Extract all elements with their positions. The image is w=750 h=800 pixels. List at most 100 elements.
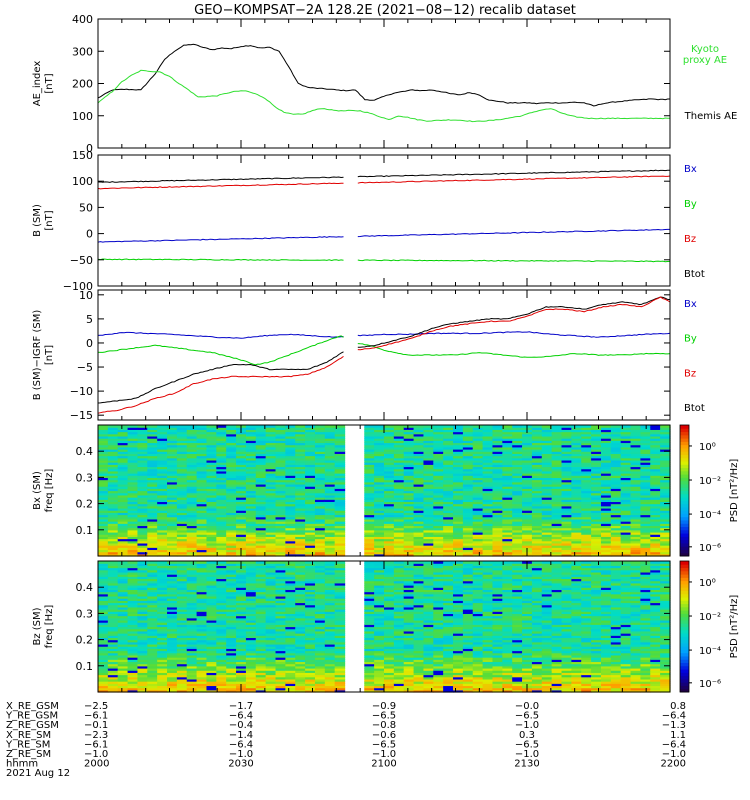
spectrogram-cell [117,593,129,597]
spectrogram-cell [127,534,139,537]
spectrogram-cell [216,615,227,619]
spectrogram-cell [650,538,661,542]
spectrogram-cell [275,492,286,496]
spectrogram-cell [512,527,523,531]
spectrogram-cell [117,501,129,505]
spectrogram-cell [393,475,405,478]
spectrogram-cell [275,595,286,599]
spectrogram-cell [167,598,178,601]
spectrogram-cell [640,531,651,535]
spectrogram-cell [462,442,474,446]
spectrogram-cell [374,501,385,505]
spectrogram-cell [502,477,513,481]
spectrogram-cell [561,501,572,505]
spectrogram-cell [492,483,503,487]
spectrogram-cell [167,589,178,593]
spectrogram-cell [610,499,622,503]
spectrogram-cell [600,477,612,481]
spectrogram-cell [117,563,129,566]
spectrogram-cell [541,483,553,487]
spectrogram-cell [186,481,198,485]
spectrogram-cell [285,516,296,520]
spectrogram-cell [127,681,139,684]
spectrogram-cell [206,490,217,494]
spectrogram-cell [334,529,346,533]
spectrogram-cell [285,525,296,529]
spectrogram-cell [245,507,257,511]
spectrogram-cell [600,433,612,437]
spectrogram-cell [324,431,336,435]
spectrogram-cell [186,534,198,537]
spectrogram-cell [462,468,474,472]
spectrogram-cell [117,661,129,665]
spectrogram-cell [117,446,129,450]
spectrogram-cell [482,427,494,430]
legend-entry: Kyoto [691,44,719,55]
spectrogram-cell [236,600,247,604]
spectrogram-cell [650,483,661,487]
spectrogram-cell [236,540,247,544]
spectrogram-cell [176,516,188,520]
spectrogram-cell [157,466,168,470]
spectrogram-cell [541,451,553,454]
spectrogram-cell [453,531,464,535]
spectrogram-cell [630,512,642,516]
spectrogram-cell [660,527,671,531]
spectrogram-cell [265,462,277,465]
spectrogram-cell [295,672,306,676]
spectrogram-cell [650,525,661,529]
spectrogram-cell [522,503,533,507]
spectrogram-cell [364,549,375,553]
spectrogram-cell [502,536,513,540]
spectrogram-cell [176,431,188,435]
spectrogram-cell [226,609,237,612]
spectrogram-cell [265,494,277,498]
spectrogram-cell [216,641,227,645]
spectrogram-cell [295,459,306,463]
spectrogram-cell [186,446,198,450]
spectrogram-cell [265,527,277,531]
spectrogram-cell [196,501,208,505]
spectrogram-cell [324,466,336,470]
spectrogram-cell [472,433,484,437]
spectrogram-cell [305,516,316,520]
spectrogram-cell [107,609,119,612]
spectrogram-cell [403,497,415,500]
spectrogram-cell [255,462,267,465]
spectrogram-cell [245,497,257,500]
spectrogram-cell [245,571,257,575]
spectrogram-cell [453,449,464,452]
spectrogram-cell [98,646,109,649]
spectrogram-cell [216,667,227,671]
spectrogram-cell [137,427,148,430]
spectrogram-cell [236,654,247,658]
spectrogram-cell [245,542,257,546]
series-line-bx [357,228,670,238]
spectrogram-cell [275,446,286,450]
spectrogram-cell [423,459,434,463]
spectrogram-cell [660,499,671,503]
spectrogram-cell [265,571,277,575]
spectrogram-cell [610,531,622,535]
spectrogram-cell [196,510,208,513]
spectrogram-cell [374,468,385,472]
spectrogram-cell [216,595,227,599]
spectrogram-cell [206,576,217,580]
spectrogram-cell [226,547,237,551]
spectrogram-cell [176,488,188,492]
spectrogram-cell [305,534,316,537]
spectrogram-cell [462,514,474,518]
spectrogram-cell [324,440,336,444]
spectrogram-cell [107,678,119,682]
spectrogram-cell [117,617,129,621]
spectrogram-cell [314,538,326,542]
spectrogram-cell [275,685,286,689]
spectrogram-cell [453,542,464,546]
spectrogram-cell [640,473,651,476]
spectrogram-cell [127,457,139,461]
spectrogram-cell [265,585,277,588]
spectrogram-cell [571,525,582,529]
spectrogram-cell [413,442,425,446]
spectrogram-cell [295,551,306,555]
